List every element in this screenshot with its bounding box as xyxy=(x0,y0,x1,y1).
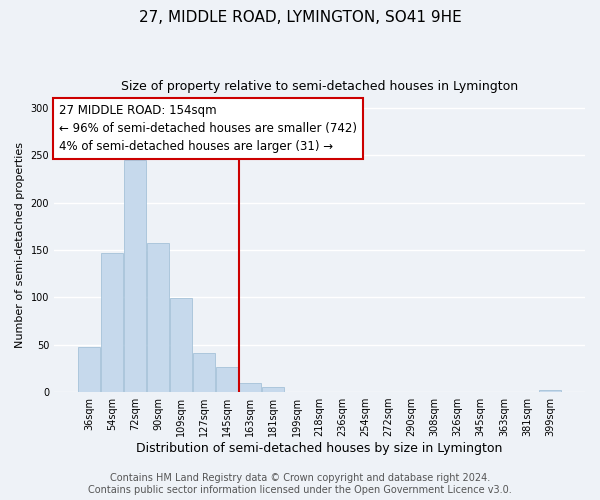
Bar xyxy=(170,298,192,392)
Bar xyxy=(124,160,146,392)
X-axis label: Distribution of semi-detached houses by size in Lymington: Distribution of semi-detached houses by … xyxy=(136,442,503,455)
Bar xyxy=(147,244,169,392)
Bar xyxy=(193,353,215,392)
Text: Contains HM Land Registry data © Crown copyright and database right 2024.
Contai: Contains HM Land Registry data © Crown c… xyxy=(88,474,512,495)
Bar xyxy=(539,390,561,392)
Bar xyxy=(262,388,284,392)
Text: 27, MIDDLE ROAD, LYMINGTON, SO41 9HE: 27, MIDDLE ROAD, LYMINGTON, SO41 9HE xyxy=(139,10,461,25)
Bar xyxy=(217,368,238,392)
Y-axis label: Number of semi-detached properties: Number of semi-detached properties xyxy=(15,142,25,348)
Text: 27 MIDDLE ROAD: 154sqm
← 96% of semi-detached houses are smaller (742)
4% of sem: 27 MIDDLE ROAD: 154sqm ← 96% of semi-det… xyxy=(59,104,358,153)
Bar xyxy=(239,382,262,392)
Bar xyxy=(78,346,100,392)
Title: Size of property relative to semi-detached houses in Lymington: Size of property relative to semi-detach… xyxy=(121,80,518,93)
Bar xyxy=(101,253,123,392)
